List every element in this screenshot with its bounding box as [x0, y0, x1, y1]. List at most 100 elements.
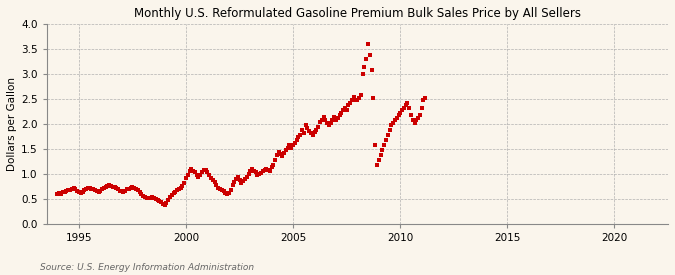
Point [65, 188, 76, 192]
Point [398, 105, 409, 110]
Point [316, 117, 327, 122]
Point [402, 100, 412, 105]
Point [309, 130, 320, 134]
Point [254, 172, 265, 176]
Point [321, 120, 332, 125]
Point [231, 177, 242, 182]
Point [74, 190, 84, 194]
Point [61, 189, 72, 193]
Point [372, 163, 383, 167]
Point [111, 186, 122, 190]
Point [325, 120, 336, 125]
Point [313, 125, 323, 129]
Point [343, 103, 354, 107]
Point [132, 188, 143, 192]
Point [348, 95, 359, 99]
Point [99, 186, 109, 190]
Point [281, 147, 292, 152]
Y-axis label: Dollars per Gallon: Dollars per Gallon [7, 77, 17, 171]
Point [392, 116, 402, 120]
Point [232, 175, 243, 179]
Point [155, 200, 166, 204]
Point [381, 138, 392, 142]
Point [57, 190, 68, 194]
Point [393, 113, 404, 117]
Point [59, 189, 70, 194]
Point [367, 68, 377, 72]
Point [356, 92, 367, 97]
Point [148, 196, 159, 200]
Point [140, 195, 151, 199]
Point [406, 113, 416, 117]
Point [176, 186, 186, 190]
Point [311, 127, 322, 132]
Point [209, 180, 220, 185]
Point [384, 128, 395, 132]
Point [263, 167, 273, 172]
Point [188, 169, 198, 173]
Point [395, 110, 406, 115]
Point [213, 186, 223, 190]
Point [126, 186, 136, 190]
Point [354, 95, 364, 100]
Point [168, 191, 179, 196]
Point [267, 165, 277, 169]
Point [70, 186, 80, 191]
Point [163, 198, 173, 202]
Point [293, 135, 304, 139]
Point [284, 142, 295, 147]
Point [77, 190, 88, 194]
Point [166, 193, 177, 197]
Point [338, 108, 348, 112]
Point [389, 118, 400, 122]
Point [88, 187, 99, 191]
Point [300, 123, 311, 127]
Point [184, 169, 195, 173]
Point [288, 142, 298, 147]
Point [223, 191, 234, 195]
Point [257, 169, 268, 173]
Point [54, 191, 65, 196]
Point [397, 108, 408, 112]
Point [161, 201, 171, 205]
Point [282, 145, 293, 150]
Point [217, 188, 227, 192]
Point [107, 185, 118, 189]
Point [306, 130, 317, 135]
Point [229, 180, 240, 184]
Point [279, 150, 290, 155]
Point [270, 158, 281, 162]
Point [101, 185, 111, 189]
Point [91, 189, 102, 193]
Point [200, 168, 211, 172]
Point [182, 173, 193, 177]
Point [252, 173, 263, 177]
Point [416, 105, 427, 110]
Point [268, 163, 279, 167]
Point [134, 190, 145, 194]
Point [68, 186, 79, 190]
Point [129, 186, 140, 190]
Point [379, 143, 389, 147]
Point [234, 177, 245, 182]
Point [271, 152, 282, 157]
Point [63, 188, 74, 192]
Point [246, 167, 257, 171]
Point [320, 117, 331, 122]
Point [307, 133, 318, 137]
Point [142, 196, 153, 200]
Point [359, 65, 370, 69]
Point [102, 183, 113, 188]
Point [66, 186, 77, 191]
Point [352, 97, 362, 102]
Point [143, 196, 154, 200]
Point [350, 98, 361, 102]
Point [400, 103, 411, 107]
Point [327, 118, 338, 122]
Point [165, 195, 176, 199]
Point [151, 197, 161, 201]
Point [131, 187, 142, 191]
Point [331, 117, 342, 122]
Point [80, 186, 91, 191]
Point [261, 166, 272, 171]
